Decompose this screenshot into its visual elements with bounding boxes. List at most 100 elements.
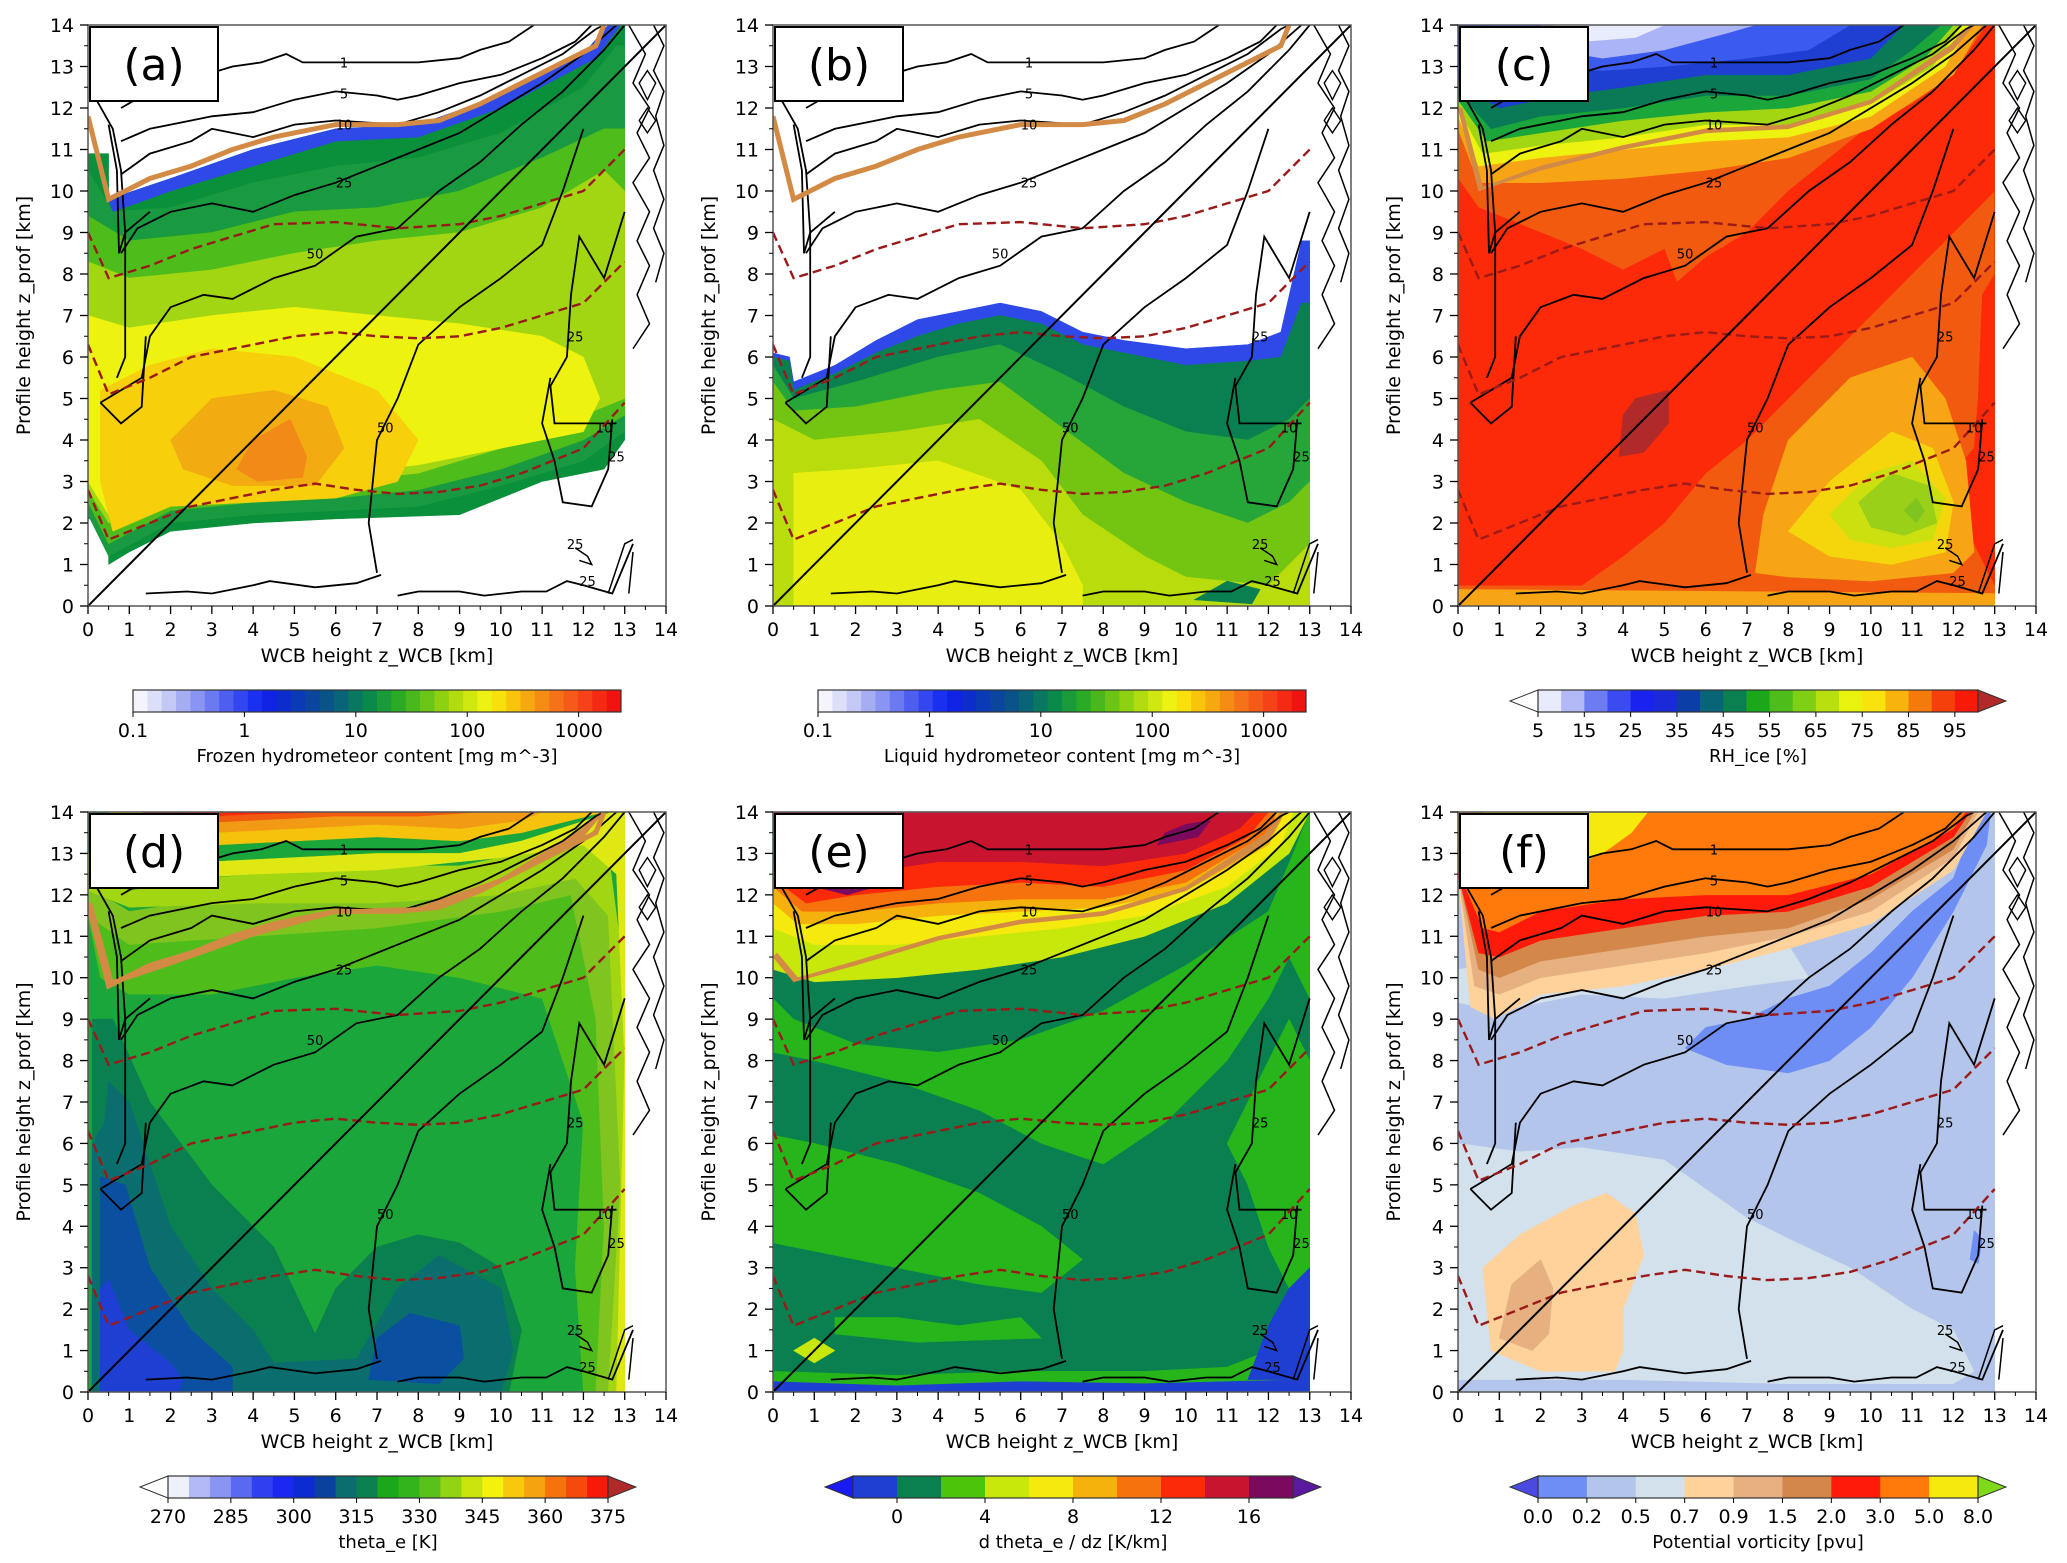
y-tick-label: 12: [735, 885, 759, 907]
contour-label: 10: [1281, 1208, 1298, 1223]
contour-label: 25: [336, 177, 353, 192]
contour-label: 1: [1710, 56, 1718, 71]
colorbar-swatch: [168, 1476, 190, 1498]
colorbar-tick-label: 0.0: [1523, 1506, 1553, 1528]
contour-line-c10: [805, 812, 1290, 962]
colorbar-swatch: [1746, 690, 1771, 712]
contour-line-c25c: [1767, 543, 2004, 597]
colorbar-tick-label: 45: [1711, 720, 1735, 742]
colorbar: 0.0 0.2 0.5 0.7 0.9 1.5 2.0 3.0 5.0 8.0 Potential …: [1508, 1475, 2008, 1553]
contour-line-c25b: [1515, 1360, 1752, 1381]
colorbar-swatch: [592, 690, 608, 712]
colorbar-tick-label: 0.7: [1670, 1506, 1700, 1528]
colorbar-tick-label: 270: [150, 1506, 186, 1528]
contour-label: 25: [336, 963, 353, 978]
contour-label: 5: [1025, 874, 1033, 889]
x-tick-label: 13: [1983, 1405, 2007, 1427]
contour-label: 25: [1021, 963, 1038, 978]
x-axis-label: WCB height z_WCB [km]: [946, 1431, 1179, 1453]
field-region: [1226, 1018, 1310, 1289]
contour-line-c50b: [1737, 128, 1955, 573]
x-tick-label: 7: [1056, 619, 1068, 641]
contour-line-noise: [1313, 551, 1319, 594]
contour-line-noise: [1998, 812, 2021, 1136]
y-tick-label: 6: [747, 347, 759, 369]
colorbar-swatch: [947, 690, 963, 712]
colorbar-extend-right: [1977, 1475, 2008, 1499]
y-tick-label: 9: [747, 223, 759, 245]
contour-label: 25: [1264, 575, 1281, 590]
contour-loop: [638, 893, 657, 921]
contour-line-noise: [1998, 25, 2021, 350]
colorbar-swatch: [1191, 690, 1207, 712]
contour-line-c50b: [1052, 128, 1270, 573]
colorbar-swatch: [1062, 690, 1077, 712]
y-tick-label: 0: [747, 1382, 759, 1404]
x-tick-label: 5: [973, 1405, 985, 1427]
contour-loop: [638, 106, 657, 135]
colorbar-swatch: [904, 690, 919, 712]
contour-line-c25b: [1515, 574, 1752, 595]
colorbar-extend-right: [1977, 689, 2008, 713]
x-tick-label: 5: [1658, 619, 1670, 641]
y-tick-label: 0: [747, 596, 759, 618]
y-tick-label: 7: [62, 1092, 74, 1114]
contour-label: 50: [1677, 1034, 1694, 1049]
contour-label: 50: [992, 247, 1009, 262]
contour-line-c25r: [1234, 998, 1311, 1211]
colorbar-swatch: [1607, 690, 1632, 712]
colorbar-swatch: [875, 690, 891, 712]
contour-line-c5: [1490, 25, 1963, 143]
contour-line-c50: [784, 25, 1311, 404]
x-tick-label: 6: [330, 619, 342, 641]
plot-area: 1 5 10 25 50 25 25 10 25 25 50: [773, 812, 1351, 1392]
contour-line-left: [780, 886, 812, 1165]
colorbar-label: d theta_e / dz [K/km]: [979, 1532, 1168, 1553]
dashed-reference-line: [1458, 401, 1996, 542]
colorbar-swatch: [1119, 690, 1135, 712]
colorbar-swatch: [1162, 690, 1178, 712]
colorbar-swatch: [319, 690, 335, 712]
contour-line-left2: [107, 124, 151, 254]
contour-label: 25: [1252, 1117, 1269, 1132]
dashed-reference-line: [773, 401, 1311, 542]
contour-label: 5: [1710, 874, 1718, 889]
x-tick-label: 3: [206, 1405, 218, 1427]
contour-line-left2: [107, 911, 151, 1041]
colorbar-swatch: [1090, 690, 1106, 712]
y-axis-label: Profile height z_prof [km]: [1383, 982, 1405, 1221]
contour-line-noise: [1313, 1338, 1319, 1380]
y-tick-label: 2: [1432, 513, 1444, 535]
contour-line-c10r: [541, 377, 614, 508]
colorbar-tick-label: 16: [1237, 1506, 1261, 1528]
x-tick-label: 8: [1782, 619, 1794, 641]
y-tick-label: 7: [1432, 1092, 1444, 1114]
colorbar-swatch: [420, 690, 435, 712]
y-tick-label: 14: [50, 15, 74, 37]
colorbar-swatch: [1249, 1476, 1294, 1498]
colorbar-swatch: [190, 690, 206, 712]
y-tick-label: 13: [1420, 57, 1444, 79]
x-tick-label: 0: [1452, 1405, 1464, 1427]
contour-line-c25: [120, 812, 618, 1041]
colorbar-tick-label: 345: [464, 1506, 500, 1528]
y-tick-label: 11: [50, 926, 74, 948]
contour-label: 10: [336, 119, 353, 134]
colorbar-tick-label: 10: [344, 720, 368, 742]
panel-label: (b): [808, 40, 870, 91]
colorbar-swatch: [1029, 1476, 1074, 1498]
colorbar: 0 4 8 12 16 d theta_e / dz [K/km]: [823, 1475, 1323, 1553]
colorbar-swatch: [889, 690, 905, 712]
colorbar-tick-label: 10: [1029, 720, 1053, 742]
y-tick-label: 14: [735, 802, 759, 824]
contour-line-left: [95, 886, 127, 1165]
contour-line-c25r: [1234, 211, 1311, 425]
contour-line-c10: [1490, 812, 1975, 962]
x-tick-label: 1: [808, 619, 820, 641]
contour-line-c25: [1490, 812, 1988, 1041]
y-tick-label: 1: [62, 555, 74, 577]
y-tick-label: 1: [62, 1341, 74, 1363]
x-tick-label: 11: [1900, 619, 1924, 641]
